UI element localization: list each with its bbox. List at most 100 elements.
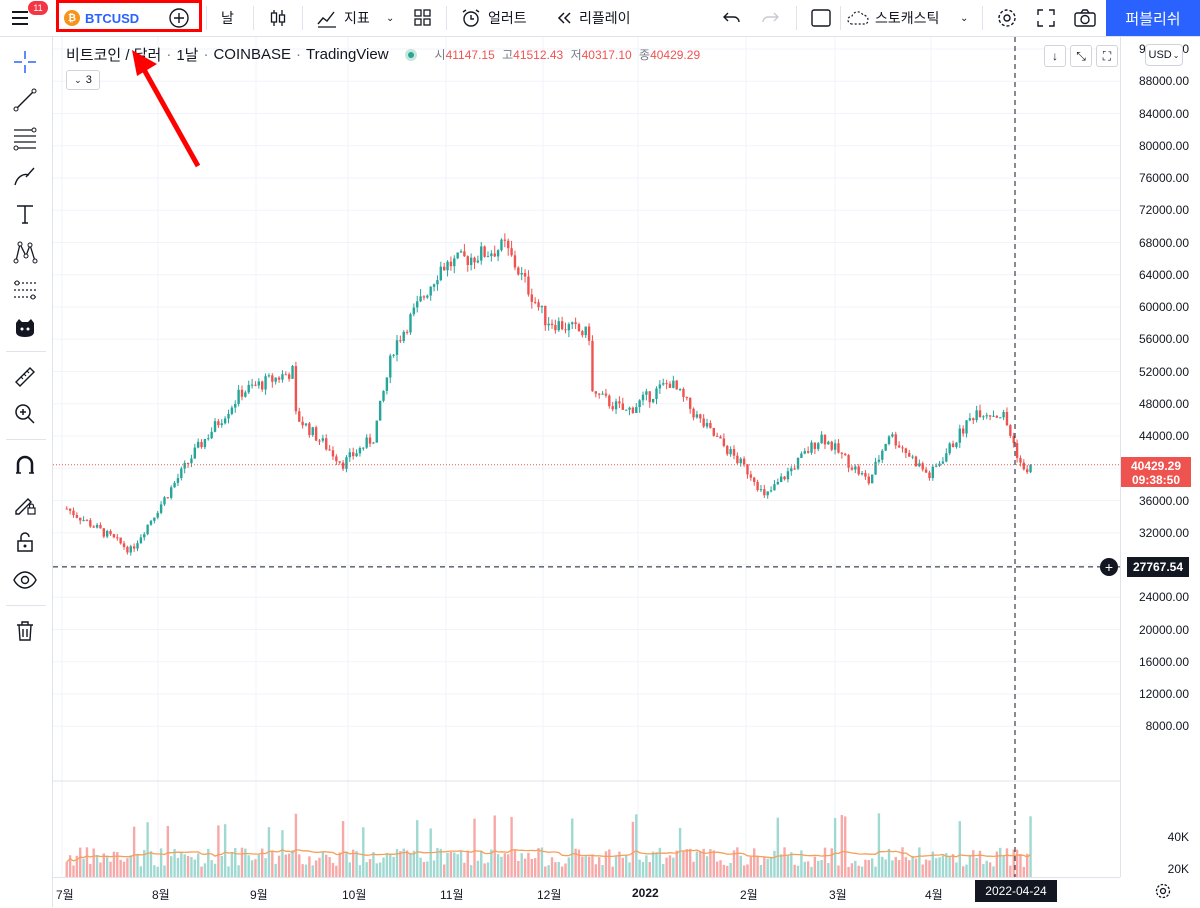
volume-bar [287, 853, 291, 877]
volume-bar [432, 860, 436, 877]
candle [921, 461, 924, 472]
candle [837, 439, 840, 454]
candle [453, 255, 456, 274]
volume-bar [985, 860, 988, 877]
volume-bar [1029, 816, 1032, 877]
ruler-icon[interactable] [10, 362, 40, 392]
icons-tool-icon[interactable] [10, 313, 40, 343]
lock-icon[interactable] [10, 527, 40, 557]
volume-bar [604, 851, 608, 877]
chevron-down-icon[interactable]: ⌄ [960, 12, 969, 24]
volume-bar [688, 848, 692, 877]
text-tool-icon[interactable] [10, 199, 40, 229]
crosshair-icon[interactable] [10, 47, 40, 77]
candle [409, 312, 412, 335]
undo-button[interactable] [722, 0, 742, 36]
volume-bar [655, 852, 658, 877]
volume-bar [678, 827, 682, 877]
menu-icon[interactable] [10, 0, 38, 36]
candle [554, 319, 557, 334]
candle [763, 484, 766, 498]
candle [810, 440, 813, 455]
indicators-icon [317, 11, 336, 28]
candle [291, 364, 294, 379]
maximize-pane-icon[interactable]: ⛶ [1096, 45, 1118, 67]
candle [594, 391, 598, 398]
layout-button[interactable] [810, 0, 832, 36]
redo-button[interactable] [760, 0, 780, 36]
arrow-down-icon[interactable]: ↓ [1044, 45, 1066, 67]
zoom-in-icon[interactable] [10, 399, 40, 429]
layout-name-button[interactable]: 스토캐스틱 [846, 0, 939, 36]
fullscreen-button[interactable] [1036, 0, 1056, 36]
candle [75, 512, 79, 519]
candle [547, 317, 550, 331]
chevron-down-icon[interactable]: ⌄ [386, 12, 395, 24]
volume-bar [955, 862, 958, 877]
prediction-icon[interactable] [10, 275, 40, 305]
replay-button[interactable]: 리플레이 [556, 0, 631, 36]
volume-bar [651, 851, 655, 877]
magnet-icon[interactable] [10, 451, 40, 481]
candle [790, 465, 793, 476]
volume-bar [665, 857, 668, 877]
volume-label: 20K [1167, 862, 1189, 876]
time-axis[interactable]: 7월 8월 9월 10월 11월 12월 2022 2월 3월 4월 2022-04-24 [53, 877, 1120, 908]
chart-pane[interactable] [53, 37, 1120, 877]
candle [510, 240, 513, 257]
alert-button[interactable]: 얼러트 [460, 0, 527, 36]
candle [844, 452, 847, 456]
axis-settings-button[interactable] [1152, 880, 1174, 902]
candle [533, 297, 537, 305]
volume-bar [975, 857, 978, 877]
currency-selector[interactable]: USD ⌄ [1145, 44, 1183, 66]
candle [1002, 409, 1005, 421]
symbol-button[interactable]: ₿ BTCUSD [64, 0, 139, 36]
legend-close-label: 종 [639, 48, 651, 62]
candle [463, 244, 466, 257]
volume-bar [351, 849, 355, 877]
indicators-button[interactable]: 지표 [316, 0, 370, 36]
volume-bar [867, 860, 870, 877]
candle [442, 262, 446, 271]
templates-button[interactable] [413, 0, 433, 36]
notification-badge: 11 [28, 1, 48, 15]
trash-icon[interactable] [10, 616, 40, 646]
settings-button[interactable] [996, 0, 1018, 36]
interval-button[interactable]: 날 [221, 10, 234, 26]
snapshot-button[interactable] [1073, 0, 1097, 36]
price-chart[interactable] [53, 37, 1120, 877]
lock-drawing-icon[interactable] [10, 489, 40, 519]
volume-bar [945, 853, 948, 877]
candle [813, 442, 817, 455]
candle [840, 452, 844, 459]
publish-button[interactable]: 퍼블리쉬 [1106, 0, 1200, 36]
volume-bar [594, 864, 598, 877]
volume-bar [102, 853, 106, 877]
price-axis[interactable]: 92000.0088000.0084000.0080000.0076000.00… [1120, 37, 1200, 877]
pattern-icon[interactable] [10, 237, 40, 267]
alert-label: 얼러트 [488, 10, 527, 26]
add-alert-plus-icon[interactable]: + [1100, 557, 1118, 576]
collapse-pane-icon[interactable]: ⤡ [1070, 45, 1092, 67]
legend-source: TradingView [306, 46, 389, 63]
volume-bar [68, 855, 72, 877]
volume-bar [261, 848, 264, 877]
add-symbol-button[interactable] [168, 0, 190, 36]
volume-bar [480, 851, 483, 877]
volume-bar [284, 854, 287, 877]
brush-icon[interactable] [10, 161, 40, 191]
volume-bar [473, 818, 476, 877]
trend-line-icon[interactable] [10, 85, 40, 115]
volume-bar [897, 859, 901, 877]
eye-icon[interactable] [10, 565, 40, 595]
candle [385, 377, 389, 395]
volume-bar [614, 855, 618, 877]
volume-bar [210, 860, 213, 877]
volume-bar [742, 865, 746, 877]
fib-retracement-icon[interactable] [10, 123, 40, 153]
crosshair-price-tag: 27767.54 [1127, 556, 1189, 577]
candle-style-button[interactable] [268, 0, 288, 36]
fullscreen-icon [1037, 9, 1055, 27]
indicators-collapse-button[interactable]: ⌄ 3 [66, 70, 100, 90]
